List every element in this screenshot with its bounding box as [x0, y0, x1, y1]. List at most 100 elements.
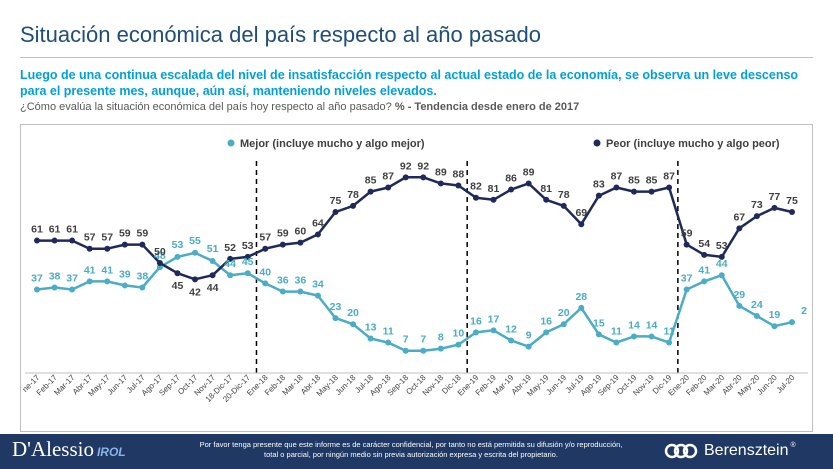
data-label-mejor: 15 — [593, 317, 605, 329]
data-point-peor — [86, 245, 93, 252]
data-label-mejor: 41 — [101, 264, 113, 276]
data-label-peor: 89 — [435, 166, 447, 178]
data-label-peor: 92 — [417, 160, 429, 172]
data-label-peor: 60 — [295, 226, 307, 238]
data-label-mejor: 36 — [277, 275, 289, 287]
legend-mejor-label: Mejor (incluye mucho y algo mejor) — [240, 138, 425, 150]
data-label-peor: 81 — [540, 183, 552, 195]
data-label-mejor: 44 — [716, 258, 728, 270]
data-point-mejor — [332, 315, 339, 322]
data-label-peor: 92 — [400, 160, 412, 172]
data-label-mejor: 7 — [403, 334, 409, 346]
dalessio-logo-text: D'Alessio — [12, 437, 94, 461]
data-point-mejor — [543, 329, 550, 336]
data-point-mejor — [508, 337, 515, 344]
data-label-peor: 75 — [786, 195, 798, 207]
data-point-peor — [139, 241, 146, 248]
data-point-mejor — [718, 272, 725, 279]
data-point-mejor — [578, 304, 585, 311]
data-label-peor: 61 — [66, 224, 78, 236]
data-point-mejor — [789, 319, 795, 326]
data-label-peor: 42 — [189, 286, 201, 298]
data-point-mejor — [139, 284, 146, 291]
data-point-mejor — [297, 288, 304, 295]
data-label-mejor: 14 — [628, 319, 640, 331]
data-point-mejor — [771, 323, 778, 330]
data-label-mejor: 39 — [119, 268, 131, 280]
data-label-mejor: 48 — [154, 250, 166, 262]
data-point-mejor — [69, 286, 76, 293]
data-point-peor — [753, 213, 760, 220]
data-point-mejor — [420, 347, 427, 354]
data-point-peor — [789, 209, 795, 215]
data-label-mejor: 7 — [420, 334, 426, 346]
data-point-mejor — [402, 347, 409, 354]
data-label-mejor: 38 — [137, 270, 149, 282]
irol-logo-text: IROL — [96, 445, 126, 459]
question-text: ¿Cómo evalúa la situación económica del … — [20, 101, 392, 113]
data-label-peor: 77 — [769, 191, 781, 203]
data-label-mejor: 13 — [365, 321, 377, 333]
line-chart-svg: ne-17Feb-17Mar-17Abr-17May-17Jun-17Jul-1… — [21, 138, 808, 404]
trend-chart: ne-17 Feb-17 Mar-17 Abr-17 May-17 Jun-17 Jul-1… — [20, 124, 813, 432]
data-label-mejor: 28 — [575, 291, 587, 303]
survey-question: ¿Cómo evalúa la situación económica del … — [20, 101, 579, 113]
data-point-peor — [104, 245, 111, 252]
data-label-mejor: 41 — [84, 264, 96, 276]
data-point-peor — [683, 241, 690, 248]
data-label-peor: 59 — [137, 228, 149, 240]
data-point-mejor — [51, 284, 58, 291]
data-label-mejor: 8 — [438, 332, 444, 344]
title-divider — [20, 57, 813, 58]
data-label-peor: 78 — [347, 189, 359, 201]
data-point-mejor — [314, 292, 321, 299]
data-label-peor: 86 — [505, 173, 517, 185]
data-label-mejor: 24 — [751, 299, 763, 311]
data-point-peor — [332, 209, 339, 215]
data-point-peor — [666, 184, 673, 191]
data-point-peor — [701, 251, 708, 258]
data-label-mejor: 19 — [769, 309, 781, 321]
data-point-peor — [455, 182, 462, 189]
data-label-mejor: 37 — [66, 273, 78, 285]
data-label-mejor: 36 — [295, 275, 307, 287]
data-point-mejor — [666, 339, 673, 346]
x-tick-label: Jun-18 — [334, 373, 358, 397]
data-label-mejor: 55 — [189, 235, 201, 247]
data-label-peor: 82 — [470, 181, 482, 193]
data-point-mejor — [350, 321, 357, 328]
data-label-mejor: 45 — [242, 256, 254, 268]
data-label-peor: 78 — [558, 189, 570, 201]
legend-peor-marker — [593, 139, 601, 147]
data-point-peor — [244, 253, 251, 260]
series-line-mejor — [36, 251, 793, 352]
data-label-peor: 45 — [172, 280, 184, 292]
data-point-peor — [648, 188, 655, 195]
data-point-peor — [560, 202, 567, 209]
berensztein-logo-text: Berensztein — [704, 442, 789, 459]
data-point-peor — [578, 221, 585, 228]
data-label-mejor: 16 — [470, 315, 482, 327]
data-label-peor: 53 — [716, 240, 728, 252]
data-label-peor: 83 — [593, 179, 605, 191]
data-label-peor: 87 — [382, 171, 394, 183]
data-label-peor: 73 — [751, 199, 763, 211]
data-label-mejor: 34 — [312, 279, 324, 291]
data-label-mejor: 16 — [540, 315, 552, 327]
data-label-peor: 61 — [49, 224, 61, 236]
data-label-peor: 87 — [663, 171, 675, 183]
data-label-peor: 87 — [611, 171, 623, 183]
berensztein-logo: Berensztein ® — [664, 442, 796, 460]
data-point-peor — [385, 184, 392, 191]
data-label-mejor: 17 — [488, 313, 500, 325]
x-tick-label: Jul-20 — [775, 373, 797, 395]
data-point-mejor — [279, 288, 286, 295]
data-point-peor — [192, 276, 199, 283]
data-label-peor: 85 — [646, 175, 658, 187]
data-label-mejor: 20 — [347, 307, 359, 319]
data-point-mejor — [192, 249, 199, 256]
footer-bar: D'Alessio IROL Por favor tenga presente q… — [0, 434, 833, 469]
data-point-mejor — [262, 280, 269, 287]
data-point-mejor — [525, 343, 532, 350]
data-label-mejor: 44 — [224, 258, 236, 270]
